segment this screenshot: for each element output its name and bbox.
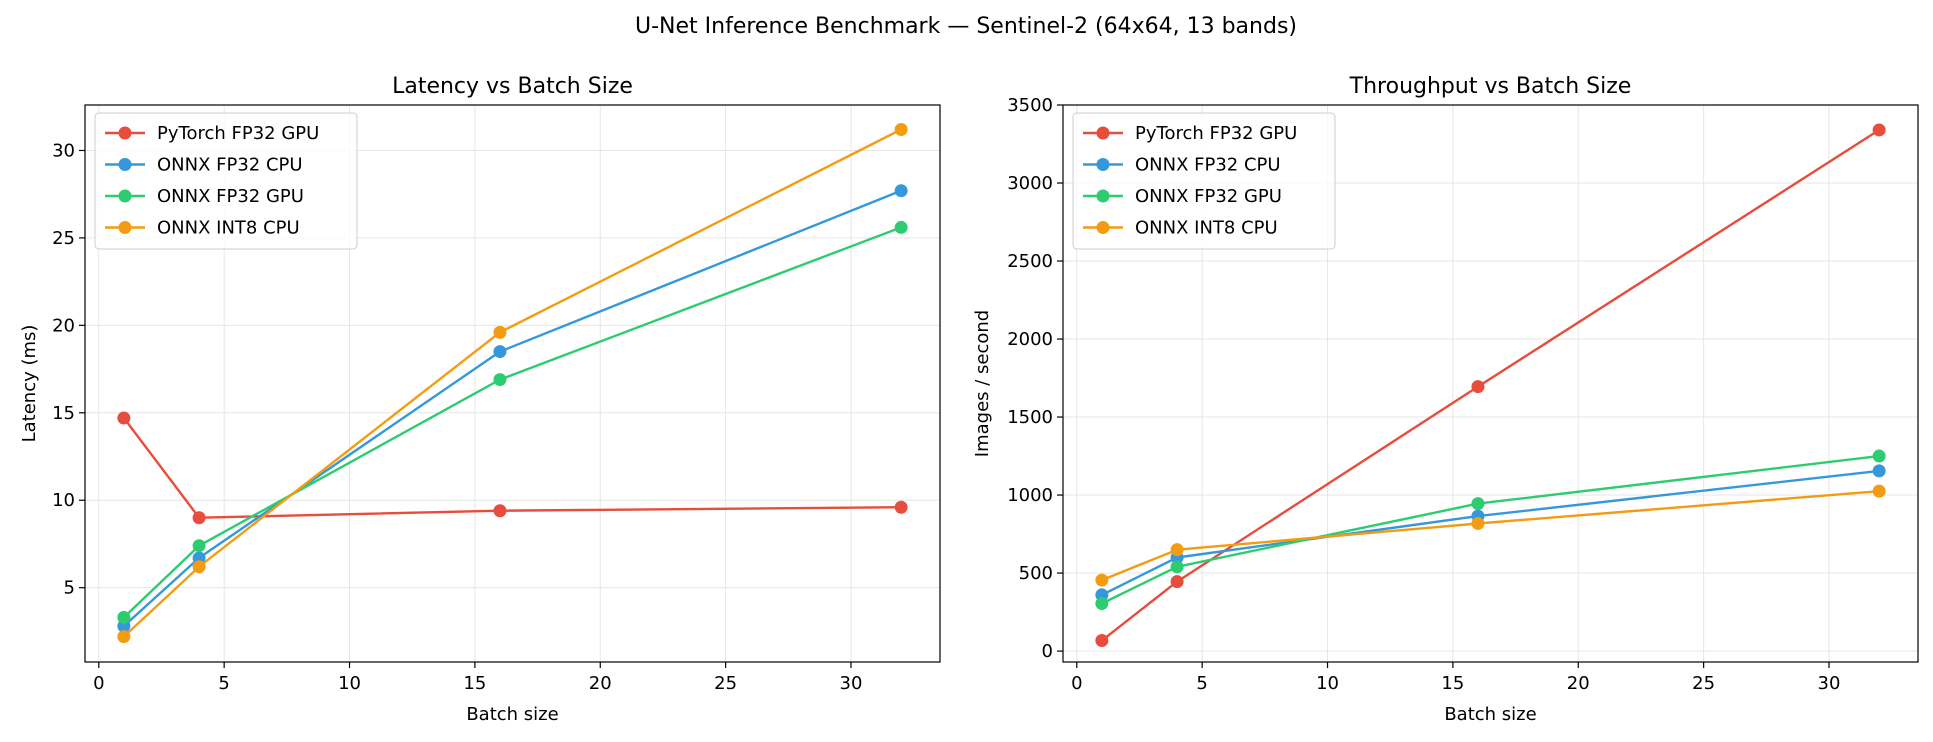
x-tick-label: 30 bbox=[1818, 673, 1841, 694]
data-point bbox=[894, 122, 908, 136]
data-point bbox=[894, 220, 908, 234]
axes-frame bbox=[1062, 104, 1919, 663]
figure-suptitle: U-Net Inference Benchmark — Sentinel-2 (… bbox=[635, 14, 1297, 39]
series-line bbox=[1101, 469, 1880, 596]
data-point bbox=[1471, 380, 1485, 394]
y-tick-label: 1000 bbox=[1007, 485, 1053, 506]
legend: PyTorch FP32 GPU ONNX FP32 CPU ONNX FP32 G… bbox=[94, 112, 358, 250]
y-axis-label: Images / second bbox=[972, 310, 993, 457]
x-tick-label: 25 bbox=[1692, 673, 1715, 694]
chart-title: Throughput vs Batch Size bbox=[1349, 74, 1632, 99]
y-tick-label: 25 bbox=[52, 228, 75, 249]
legend-label: ONNX FP32 GPU bbox=[157, 186, 304, 207]
x-tick-label: 20 bbox=[1567, 673, 1590, 694]
data-point bbox=[1872, 123, 1886, 137]
data-point bbox=[1095, 633, 1109, 647]
legend-label: ONNX FP32 GPU bbox=[1135, 186, 1282, 207]
legend-label: PyTorch FP32 GPU bbox=[157, 123, 319, 144]
data-point bbox=[493, 504, 507, 518]
y-tick-label: 15 bbox=[52, 403, 75, 424]
axes-frame bbox=[84, 104, 941, 663]
data-point bbox=[1170, 543, 1184, 557]
series-line bbox=[1101, 490, 1880, 582]
y-tick-label: 2000 bbox=[1007, 329, 1053, 350]
legend-label: ONNX INT8 CPU bbox=[157, 218, 300, 239]
data-point bbox=[192, 560, 206, 574]
series-line bbox=[122, 417, 902, 519]
y-axis-label: Latency (ms) bbox=[19, 325, 40, 443]
data-point bbox=[894, 500, 908, 514]
x-tick-label: 30 bbox=[840, 673, 863, 694]
data-point bbox=[1095, 596, 1109, 610]
legend-marker bbox=[118, 158, 132, 171]
data-point bbox=[1095, 573, 1109, 587]
x-tick-label: 20 bbox=[589, 673, 612, 694]
data-point bbox=[1471, 497, 1485, 511]
data-point bbox=[1471, 516, 1485, 530]
legend-label: ONNX FP32 CPU bbox=[1135, 155, 1281, 176]
x-tick-label: 10 bbox=[1316, 673, 1339, 694]
data-point bbox=[117, 630, 131, 644]
x-tick-label: 0 bbox=[1071, 673, 1082, 694]
legend-marker bbox=[118, 189, 132, 203]
x-axis-label: Batch size bbox=[466, 704, 558, 725]
data-point bbox=[117, 610, 131, 624]
data-point bbox=[1872, 484, 1886, 498]
y-tick-label: 0 bbox=[1042, 641, 1053, 662]
legend-marker bbox=[1096, 189, 1110, 203]
series-line bbox=[123, 128, 902, 638]
data-point bbox=[192, 511, 206, 525]
x-tick-label: 5 bbox=[1196, 673, 1207, 694]
y-tick-label: 3500 bbox=[1007, 95, 1053, 116]
data-point bbox=[493, 373, 507, 387]
legend-label: ONNX INT8 CPU bbox=[1135, 218, 1278, 239]
series-line bbox=[1101, 128, 1880, 642]
x-tick-label: 10 bbox=[338, 673, 361, 694]
x-tick-label: 15 bbox=[1441, 673, 1464, 694]
latency-chart: 0 5 10 15 20 25 30 5 10 15 20 25 30 Latency vs Batch … bbox=[19, 74, 941, 725]
legend: PyTorch FP32 GPU ONNX FP32 CPU ONNX FP32 G… bbox=[1072, 112, 1336, 250]
y-tick-label: 1500 bbox=[1007, 407, 1053, 428]
data-point bbox=[1170, 575, 1184, 589]
data-point bbox=[493, 325, 507, 339]
data-point bbox=[117, 411, 131, 425]
legend-marker bbox=[1096, 158, 1110, 171]
y-tick-label: 20 bbox=[52, 315, 75, 336]
data-point bbox=[192, 539, 206, 553]
x-axis-label: Batch size bbox=[1444, 704, 1536, 725]
legend-frame bbox=[94, 112, 358, 250]
x-tick-label: 5 bbox=[218, 673, 229, 694]
series-line bbox=[123, 226, 902, 619]
y-tick-label: 10 bbox=[52, 490, 75, 511]
legend-marker bbox=[1096, 221, 1110, 234]
x-tick-label: 0 bbox=[93, 673, 104, 694]
data-point bbox=[493, 345, 507, 359]
y-tick-label: 5 bbox=[64, 578, 75, 599]
throughput-chart: 0 5 10 15 20 25 30 0 500 1000 1500 2000 2500 3000 3500… bbox=[972, 74, 1919, 725]
data-point bbox=[1872, 449, 1886, 463]
legend-label: ONNX FP32 CPU bbox=[157, 155, 303, 176]
chart-title: Latency vs Batch Size bbox=[392, 74, 633, 99]
series-line bbox=[123, 189, 902, 627]
y-tick-label: 500 bbox=[1019, 563, 1053, 584]
y-tick-label: 2500 bbox=[1007, 251, 1053, 272]
legend-label: PyTorch FP32 GPU bbox=[1135, 123, 1297, 144]
y-tick-label: 3000 bbox=[1007, 173, 1053, 194]
y-tick-label: 30 bbox=[52, 140, 75, 161]
data-point bbox=[1170, 560, 1184, 574]
data-point bbox=[894, 184, 908, 198]
x-tick-label: 25 bbox=[714, 673, 737, 694]
x-tick-label: 15 bbox=[463, 673, 486, 694]
legend-marker bbox=[118, 221, 132, 234]
legend-frame bbox=[1072, 112, 1336, 250]
series-line bbox=[1101, 454, 1880, 605]
data-point bbox=[1872, 464, 1886, 478]
legend-marker bbox=[1096, 126, 1110, 140]
legend-marker bbox=[118, 126, 132, 140]
